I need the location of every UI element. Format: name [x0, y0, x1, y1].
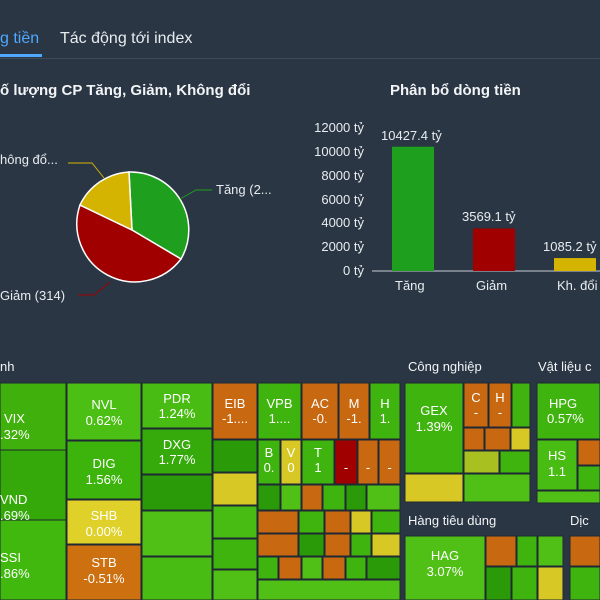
tile-c[interactable]: C-: [471, 390, 481, 420]
tile-dig[interactable]: DIG 1.56%: [85, 456, 123, 487]
active-tab-indicator: [0, 54, 42, 57]
y-tick-label-5: 2000 tỷ: [321, 239, 364, 255]
y-tick-label-1: 10000 tỷ: [314, 143, 364, 159]
bar-category-label-2: Kh. đổi: [557, 278, 598, 293]
y-tick-label-2: 8000 tỷ: [321, 167, 364, 183]
tile-red-small[interactable]: -: [343, 460, 349, 475]
tile-hs[interactable]: HS 1.1: [547, 448, 567, 479]
sector-title-vat-lieu: Vật liệu c: [538, 359, 592, 374]
bar-value-label-2: 1085.2 tỷ: [543, 239, 597, 255]
pie-leader-tang: [179, 189, 212, 200]
tile-vpb[interactable]: VPB 1....: [266, 396, 293, 426]
y-tick-label-3: 6000 tỷ: [321, 191, 364, 207]
bar-value-label-1: 3569.1 tỷ: [462, 209, 516, 225]
tile-h[interactable]: H 1.: [379, 396, 391, 426]
sector-title-tai-chinh: nh: [0, 359, 15, 374]
pie-label-tang: Tăng (2...: [216, 182, 272, 197]
tile-vnd[interactable]: VND .69%: [0, 492, 30, 520]
tile-orange-small-1[interactable]: -: [365, 460, 371, 475]
sector-title-dich-vu: Dịc: [570, 513, 589, 528]
tile-h2[interactable]: H-: [495, 390, 505, 420]
bar-value-label-0: 10427.4 tỷ: [381, 127, 442, 143]
tile-shb[interactable]: SHB 0.00%: [85, 508, 123, 539]
tile-m[interactable]: M -1.: [346, 396, 362, 426]
y-tick-label-4: 4000 tỷ: [321, 215, 364, 231]
tab-dong-tien[interactable]: g tiền: [0, 30, 40, 47]
tile-vix[interactable]: VIX .32%: [0, 411, 30, 442]
tab-bar: g tiền Tác động tới index: [0, 0, 600, 59]
tile-orange-small-2[interactable]: -: [387, 460, 392, 475]
tile-eib[interactable]: EIB -1....: [221, 396, 248, 426]
tile-hpg[interactable]: HPG 0.57%: [547, 396, 584, 426]
pie-slice-giam: [76, 203, 183, 283]
tile-ac[interactable]: AC -0.: [310, 396, 330, 426]
tile-ssi[interactable]: SSI .86%: [0, 550, 30, 581]
sector-title-cong-nghiep: Công nghiệp: [408, 359, 482, 374]
pie-leader-khong-doi: [68, 162, 105, 179]
bar-1: [473, 228, 515, 271]
bar-category-label-0: Tăng: [395, 278, 425, 293]
tile-nvl[interactable]: NVL 0.62%: [85, 397, 123, 428]
tile-stb[interactable]: STB -0.51%: [83, 555, 125, 586]
y-tick-label-0: 12000 tỷ: [314, 120, 364, 135]
tile-dxg[interactable]: DXG 1.77%: [158, 437, 196, 467]
bar-0: [392, 146, 434, 271]
bar-2: [554, 258, 596, 271]
tile-hag[interactable]: HAG 3.07%: [426, 548, 464, 579]
sector-title-hang-tieu-dung: Hàng tiêu dùng: [408, 513, 497, 528]
tile-gex[interactable]: GEX 1.39%: [415, 403, 453, 434]
pie-label-giam: Giảm (314): [0, 288, 66, 303]
bar-series: [392, 146, 596, 271]
pie-leader-giam: [78, 281, 111, 296]
tile-pdr[interactable]: PDR 1.24%: [158, 391, 196, 421]
pie-slice-khong-doi: [79, 171, 133, 232]
pie-slice-tang: [128, 171, 190, 261]
tab-tac-dong-index[interactable]: Tác động tới index: [60, 30, 193, 47]
y-tick-label-6: 0 tỷ: [343, 263, 364, 278]
bar-category-label-1: Giảm: [476, 278, 508, 293]
tile-b[interactable]: B 0.: [263, 445, 275, 475]
pie-label-khong-doi: hông đổ...: [0, 152, 58, 167]
bar-title: Phân bổ dòng tiền: [390, 82, 521, 99]
pie-title: ố lượng CP Tăng, Giảm, Không đổi: [0, 82, 251, 99]
